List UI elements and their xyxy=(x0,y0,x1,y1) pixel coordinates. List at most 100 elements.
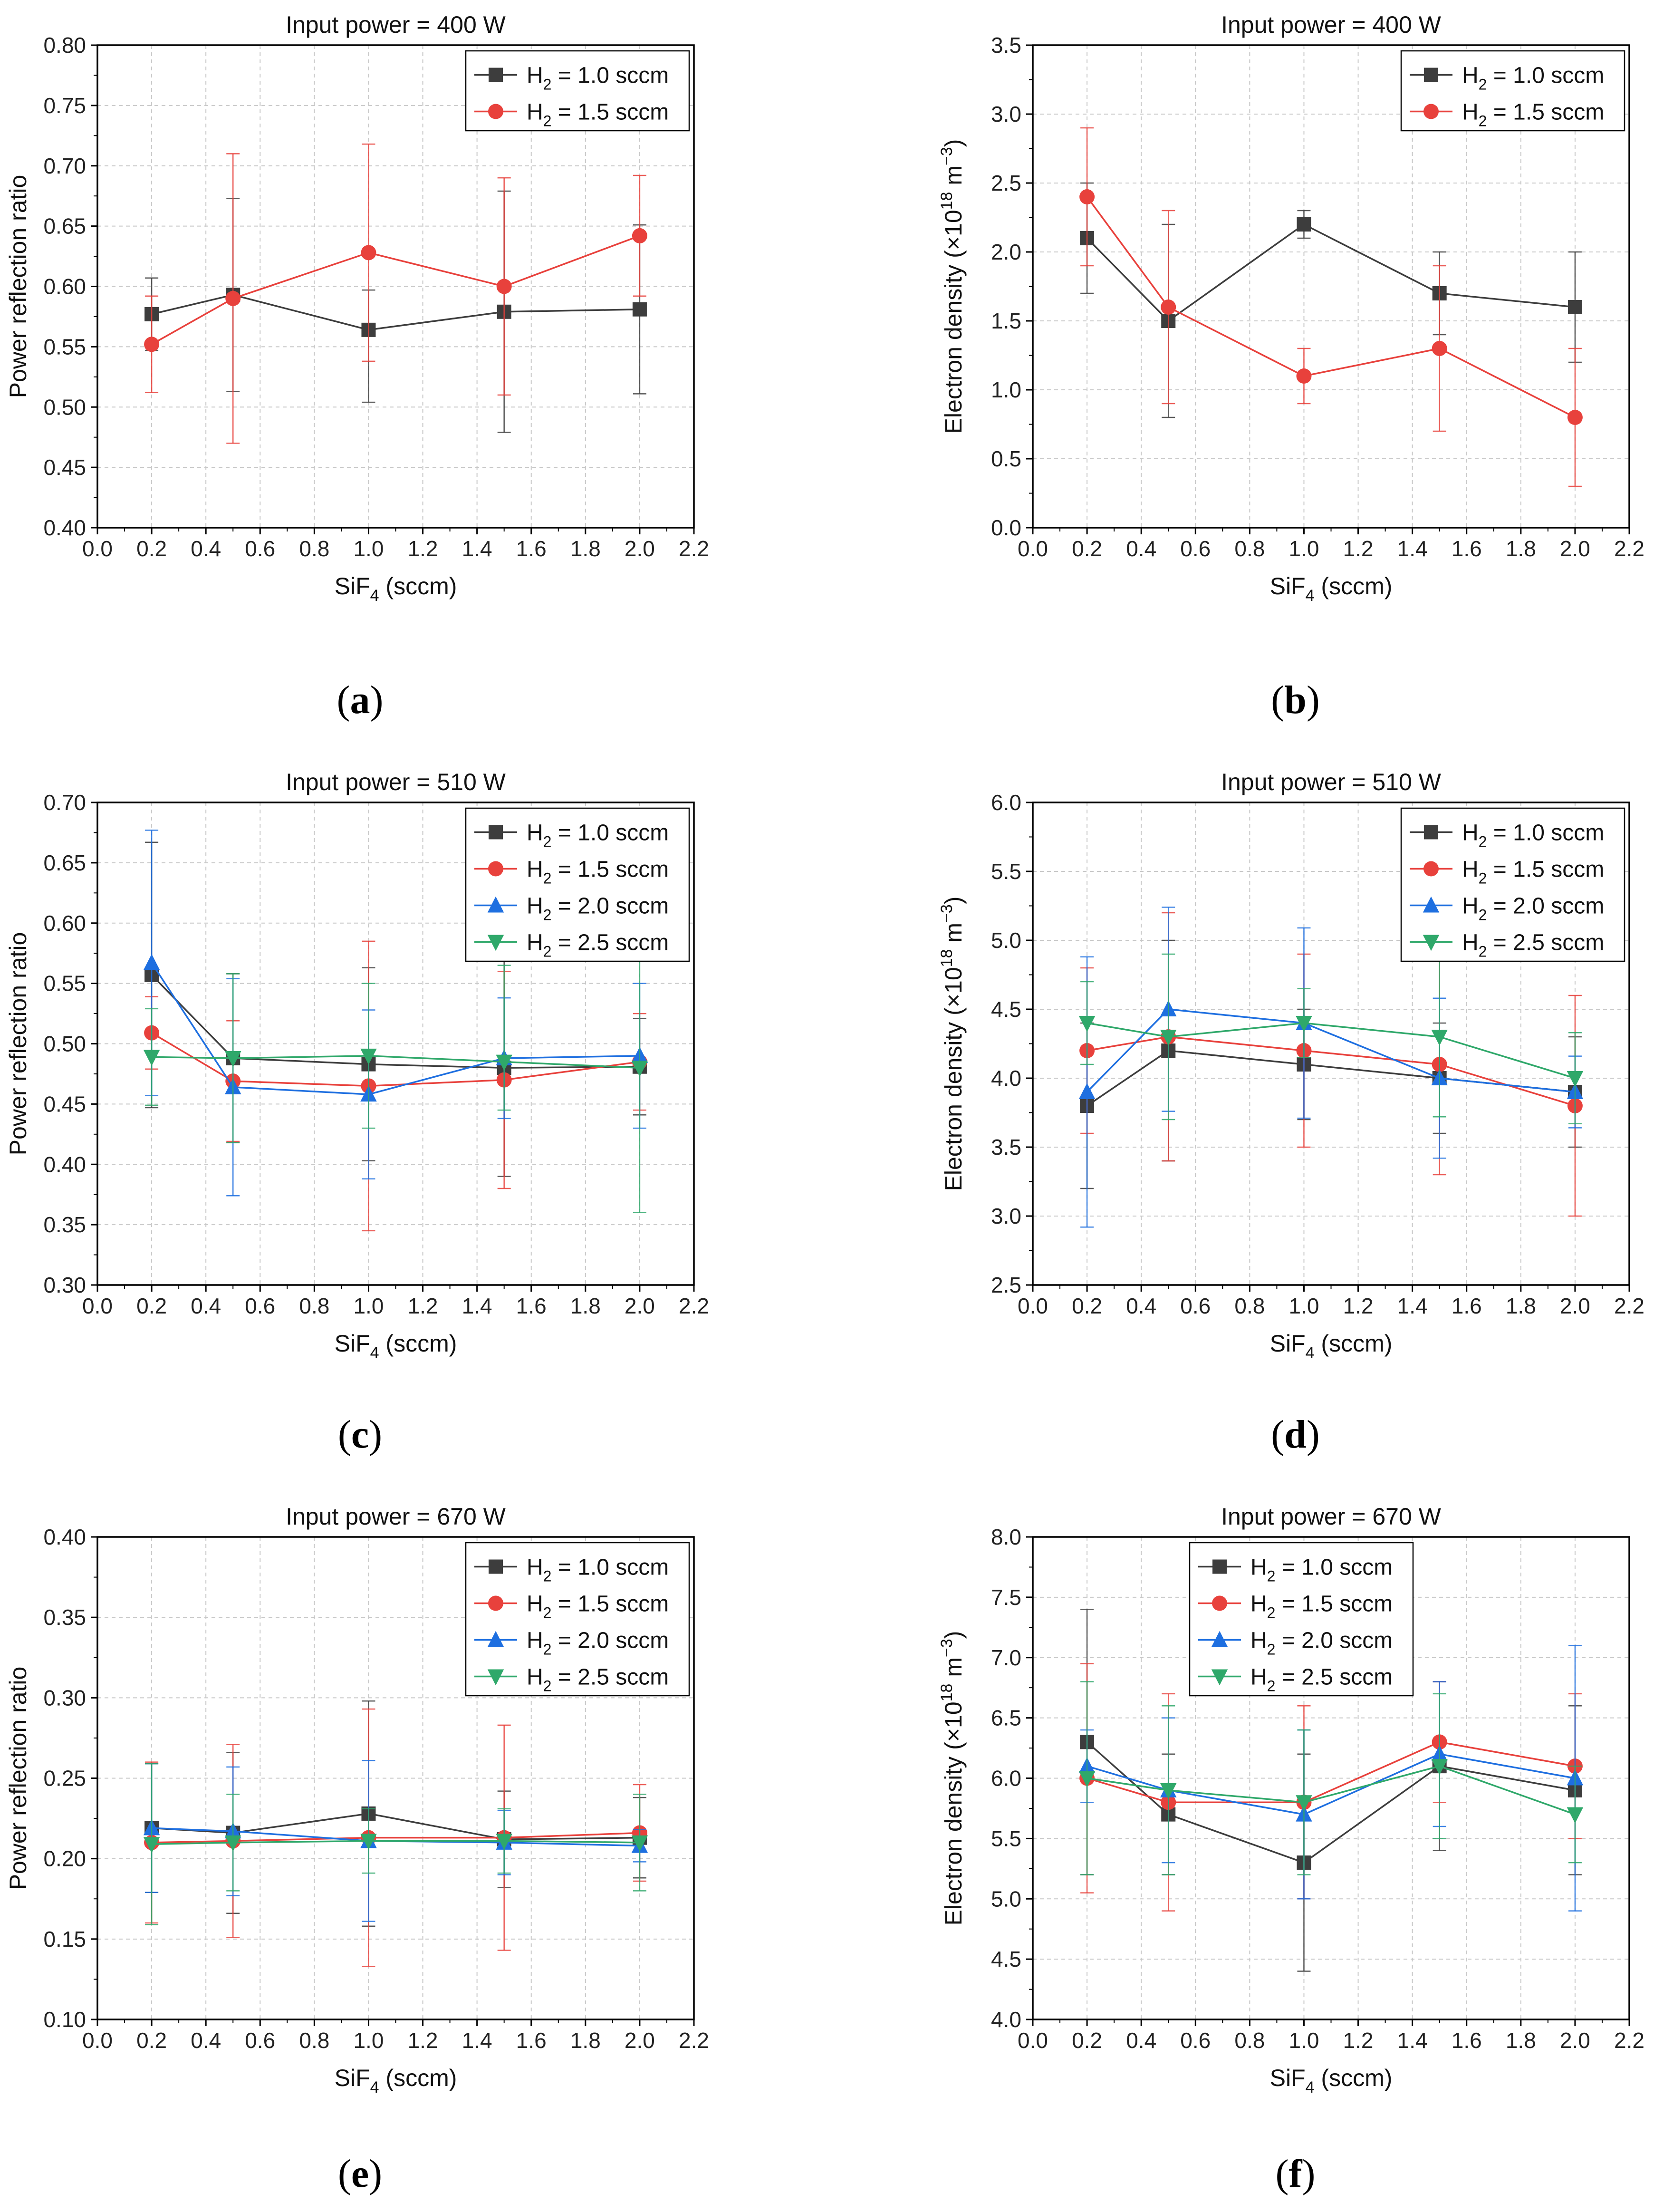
chart-title: Input power = 670 W xyxy=(1221,1503,1442,1530)
legend-label: H2 = 1.5 sccm xyxy=(1250,1592,1393,1622)
x-tick-label: 1.4 xyxy=(462,536,492,561)
y-tick-label: 1.5 xyxy=(991,309,1021,333)
y-tick-label: 0.50 xyxy=(43,1032,86,1056)
x-tick-label: 1.6 xyxy=(1452,1294,1482,1318)
chart-title: Input power = 400 W xyxy=(1221,11,1442,38)
x-tick-label: 2.0 xyxy=(625,1294,655,1318)
x-tick-label: 2.0 xyxy=(1560,1294,1590,1318)
y-tick-label: 3.0 xyxy=(991,1204,1021,1228)
x-tick-label: 0.4 xyxy=(1126,2028,1156,2053)
data-point xyxy=(1161,299,1176,315)
legend-label: H2 = 2.5 sccm xyxy=(527,1665,669,1695)
data-point xyxy=(144,337,160,352)
chart-e: 0.0 0.2 0.4 0.6 0.8 1.0 1.2 1.4 1.6 1.8 2.0 2.2 0.10… xyxy=(5,1503,709,2196)
legend-item-h2_2_0: H2 = 2.0 sccm xyxy=(1410,894,1604,924)
x-tick-label: 1.0 xyxy=(353,536,384,561)
data-point xyxy=(1567,1071,1584,1087)
data-point xyxy=(224,1835,241,1852)
legend-marker xyxy=(1211,1631,1228,1647)
x-tick-label: 1.6 xyxy=(516,1294,547,1318)
x-tick-label: 0.8 xyxy=(299,2028,329,2053)
x-tick-label: 1.2 xyxy=(1343,536,1374,561)
legend-label: H2 = 2.0 sccm xyxy=(527,1628,669,1658)
legend-marker xyxy=(1423,935,1440,951)
y-tick-label: 4.5 xyxy=(991,1947,1021,1971)
y-axis-label: Electron density (×1018 m−3) xyxy=(938,139,967,434)
chart-b: 0.0 0.2 0.4 0.6 0.8 1.0 1.2 1.4 1.6 1.8 2.0 2.2 0.0 0… xyxy=(938,11,1644,722)
x-tick-label: 0.2 xyxy=(1072,1294,1102,1318)
y-tick-label: 0.40 xyxy=(43,1525,86,1549)
x-axis-label: SiF4 (sccm) xyxy=(335,1330,457,1362)
y-tick-label: 2.5 xyxy=(991,171,1021,195)
legend-marker xyxy=(1211,1669,1228,1686)
x-tick-label: 2.2 xyxy=(679,2028,709,2053)
legend-item-h2_1_0: H2 = 1.0 sccm xyxy=(474,63,669,93)
data-point xyxy=(1567,410,1583,425)
x-tick-label: 0.6 xyxy=(245,536,275,561)
panel-label: (f) xyxy=(1276,2152,1316,2196)
y-tick-label: 2.0 xyxy=(991,240,1021,264)
x-tick-label: 0.2 xyxy=(136,536,167,561)
data-point xyxy=(1432,341,1447,356)
y-tick-label: 0.40 xyxy=(43,515,86,540)
legend-label: H2 = 1.0 sccm xyxy=(1250,1555,1393,1585)
series-h2_2_5 xyxy=(1078,953,1584,1124)
y-tick-label: 0.55 xyxy=(43,334,86,359)
legend-marker xyxy=(1424,825,1438,840)
legend-label: H2 = 1.0 sccm xyxy=(527,63,669,93)
x-tick-label: 1.8 xyxy=(1506,536,1536,561)
data-point xyxy=(632,228,647,243)
legend: H2 = 1.0 sccm H2 = 1.5 sccm H2 = 2.0 sccm H… xyxy=(1189,1542,1414,1697)
legend-item-h2_2_0: H2 = 2.0 sccm xyxy=(1198,1628,1393,1658)
data-point xyxy=(1431,1759,1448,1775)
y-tick-label: 3.5 xyxy=(991,1135,1021,1159)
y-tick-label: 7.0 xyxy=(991,1645,1021,1670)
panel-label: (b) xyxy=(1271,678,1320,722)
y-tick-label: 0.60 xyxy=(43,911,86,936)
data-point xyxy=(1296,1016,1312,1032)
series-h2_2_5 xyxy=(143,922,648,1213)
x-tick-label: 1.4 xyxy=(1397,2028,1428,2053)
legend-marker xyxy=(489,1559,503,1574)
x-tick-label: 0.6 xyxy=(1180,536,1211,561)
legend-label: H2 = 1.0 sccm xyxy=(1462,63,1604,93)
panel-label: (a) xyxy=(337,678,384,722)
x-axis-label: SiF4 (sccm) xyxy=(1270,573,1393,605)
x-tick-label: 2.0 xyxy=(625,2028,655,2053)
legend-label: H2 = 1.0 sccm xyxy=(527,821,669,850)
legend-marker xyxy=(489,68,503,82)
data-point xyxy=(1079,189,1095,204)
y-tick-label: 0.70 xyxy=(43,790,86,815)
y-tick-label: 4.0 xyxy=(991,2007,1021,2032)
legend-item-h2_2_0: H2 = 2.0 sccm xyxy=(474,894,669,924)
series-h2_1_5 xyxy=(1079,127,1583,487)
data-point xyxy=(1078,1771,1096,1787)
data-point xyxy=(1296,368,1312,384)
chart-c: 0.0 0.2 0.4 0.6 0.8 1.0 1.2 1.4 1.6 1.8 2.0 2.2 0.30… xyxy=(5,769,709,1457)
x-tick-label: 1.0 xyxy=(1289,1294,1319,1318)
legend-box xyxy=(1400,50,1625,132)
legend-marker xyxy=(488,861,503,877)
x-tick-label: 0.8 xyxy=(1234,1294,1265,1318)
y-tick-label: 1.0 xyxy=(991,377,1021,402)
y-tick-label: 0.30 xyxy=(43,1273,86,1297)
chart-title: Input power = 510 W xyxy=(286,769,506,795)
x-tick-label: 1.0 xyxy=(353,1294,384,1318)
legend: H2 = 1.0 sccm H2 = 1.5 sccm xyxy=(465,50,690,132)
x-tick-label: 1.6 xyxy=(516,536,547,561)
chart-title: Input power = 670 W xyxy=(286,1503,506,1530)
x-axis-label: SiF4 (sccm) xyxy=(1270,2065,1393,2096)
x-tick-label: 0.2 xyxy=(1072,2028,1102,2053)
x-tick-label: 0.8 xyxy=(299,536,329,561)
legend-label: H2 = 1.5 sccm xyxy=(1462,100,1604,130)
x-tick-label: 0.0 xyxy=(1018,1294,1048,1318)
legend-marker xyxy=(488,1595,503,1611)
legend: H2 = 1.0 sccm H2 = 1.5 sccm xyxy=(1400,50,1625,132)
data-point xyxy=(1296,1795,1312,1811)
plot-frame xyxy=(1032,44,1630,529)
y-tick-label: 2.5 xyxy=(991,1273,1021,1297)
x-tick-label: 1.6 xyxy=(1452,536,1482,561)
legend-label: H2 = 1.5 sccm xyxy=(527,100,669,130)
x-tick-label: 1.0 xyxy=(1289,536,1319,561)
